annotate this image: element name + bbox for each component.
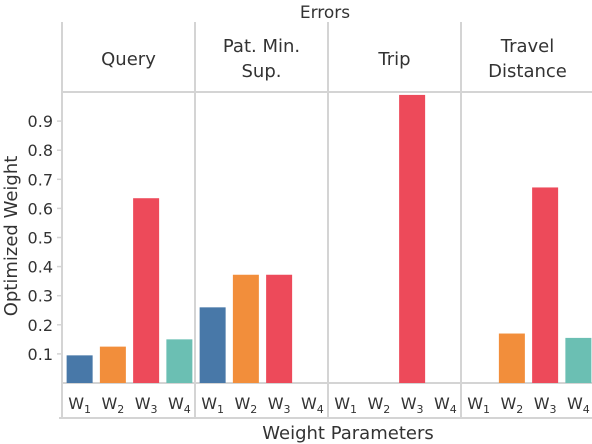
y-tick-label: 0.6 <box>28 199 53 218</box>
x-axis: W1 W2 W3 W4 W1 W2 W3 W4 W1 W2 W3 W4 W1 W2 W3 W4 <box>68 394 590 416</box>
facet-panel: Query <box>66 49 193 383</box>
facet-panel: Pat. Min. Sup. <box>199 36 300 383</box>
x-tick-label: W3 <box>135 394 158 416</box>
facet-title: Query <box>101 49 156 70</box>
x-tick-label: W4 <box>301 394 324 416</box>
x-tick-label: W4 <box>567 394 590 416</box>
y-tick-label: 0.8 <box>28 141 53 160</box>
y-axis-title: Optimized Weight <box>1 156 22 317</box>
facet-title: Travel <box>500 36 555 57</box>
facet-title: Trip <box>377 49 410 70</box>
x-tick-label: W1 <box>68 394 91 416</box>
bar <box>199 307 226 383</box>
x-tick-label: W4 <box>168 394 191 416</box>
x-tick-label: W2 <box>101 394 124 416</box>
bar <box>133 198 160 383</box>
bar <box>399 94 426 383</box>
x-tick-label: W3 <box>534 394 557 416</box>
y-tick-label: 0.2 <box>28 316 53 335</box>
y-tick-label: 0.3 <box>28 287 53 306</box>
bar <box>565 337 592 383</box>
y-tick-label: 0.7 <box>28 170 53 189</box>
bar <box>532 187 559 383</box>
x-tick-label: W2 <box>500 394 523 416</box>
facet-title: Sup. <box>242 61 282 82</box>
x-tick-label: W1 <box>467 394 490 416</box>
x-tick-label: W3 <box>268 394 291 416</box>
y-tick-label: 0.4 <box>28 258 53 277</box>
chart-title: Errors <box>300 3 350 23</box>
facet-title: Pat. Min. <box>223 36 300 57</box>
bar <box>266 274 293 383</box>
y-axis: 0.1 0.2 0.3 0.4 0.5 0.6 0.7 0.8 0.9 <box>28 112 62 364</box>
x-tick-label: W3 <box>401 394 424 416</box>
bar <box>66 355 93 383</box>
bar <box>166 339 193 383</box>
x-axis-title: Weight Parameters <box>262 423 433 444</box>
bar <box>99 346 126 383</box>
bar <box>232 274 259 383</box>
x-tick-label: W1 <box>201 394 224 416</box>
bar <box>498 333 525 383</box>
x-tick-label: W2 <box>367 394 390 416</box>
facet-panels: Query Pat. Min. Sup. Trip Travel Distance <box>66 36 592 383</box>
facet-title: Distance <box>488 61 567 82</box>
x-tick-label: W4 <box>434 394 457 416</box>
facet-panel: Trip <box>377 49 426 383</box>
y-tick-label: 0.1 <box>28 345 53 364</box>
y-tick-label: 0.5 <box>28 229 53 248</box>
x-tick-label: W1 <box>334 394 357 416</box>
x-tick-label: W2 <box>234 394 257 416</box>
y-tick-label: 0.9 <box>28 112 53 131</box>
facet-panel: Travel Distance <box>488 36 592 383</box>
